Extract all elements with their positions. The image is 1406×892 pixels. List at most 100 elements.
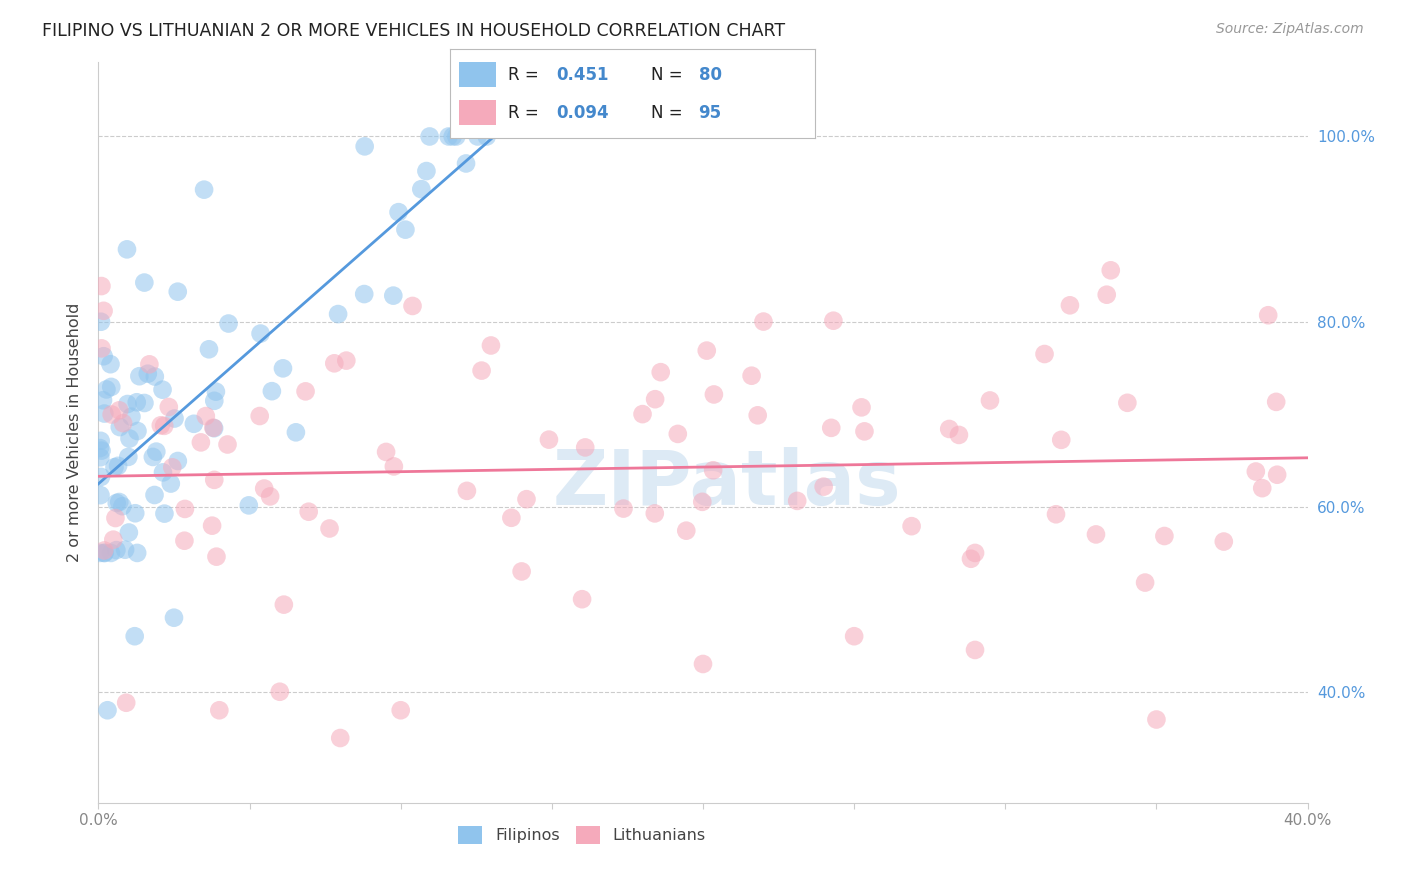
Point — [948, 428, 970, 442]
Point — [125, 395, 148, 409]
Point — [294, 384, 316, 399]
Point — [752, 315, 775, 329]
Point — [136, 367, 159, 381]
Point — [153, 507, 176, 521]
Point — [103, 533, 125, 547]
Point — [692, 657, 714, 671]
Point — [938, 422, 960, 436]
Point — [269, 685, 291, 699]
Point — [696, 343, 718, 358]
Point — [118, 525, 141, 540]
Point — [1085, 527, 1108, 541]
Point — [260, 384, 283, 399]
Y-axis label: 2 or more Vehicles in Household: 2 or more Vehicles in Household — [67, 303, 83, 562]
Point — [326, 307, 349, 321]
Point — [692, 495, 714, 509]
Point — [202, 420, 225, 434]
Point — [820, 421, 842, 435]
Point — [644, 392, 666, 407]
Point — [190, 435, 212, 450]
Point — [747, 409, 769, 423]
Point — [157, 400, 180, 414]
Point — [1095, 287, 1118, 301]
Point — [703, 387, 725, 401]
Point — [89, 450, 111, 465]
Point — [1251, 481, 1274, 495]
Point — [152, 383, 174, 397]
Point — [851, 401, 873, 415]
Point — [446, 129, 468, 144]
Point — [143, 488, 166, 502]
Point — [1133, 575, 1156, 590]
Point — [271, 361, 294, 376]
Point — [152, 466, 174, 480]
Point — [117, 397, 139, 411]
Point — [93, 546, 115, 560]
Text: 0.451: 0.451 — [555, 66, 609, 84]
Point — [183, 417, 205, 431]
Point — [142, 450, 165, 464]
Point — [786, 494, 808, 508]
Point — [166, 285, 188, 299]
Point — [574, 441, 596, 455]
Point — [394, 222, 416, 236]
Point — [93, 543, 115, 558]
Point — [174, 502, 197, 516]
Point — [91, 393, 114, 408]
Point — [329, 731, 352, 745]
Point — [202, 421, 225, 435]
Point — [100, 546, 122, 560]
Point — [108, 420, 131, 434]
Point — [118, 432, 141, 446]
Point — [93, 407, 115, 421]
Point — [631, 407, 654, 421]
Point — [90, 470, 112, 484]
Point — [108, 495, 131, 509]
Point — [127, 546, 149, 560]
Point — [108, 403, 131, 417]
Point — [103, 460, 125, 475]
Point — [93, 546, 115, 560]
Point — [454, 156, 477, 170]
Point — [90, 279, 112, 293]
Point — [163, 610, 186, 624]
Text: FILIPINO VS LITHUANIAN 2 OR MORE VEHICLES IN HOUSEHOLD CORRELATION CHART: FILIPINO VS LITHUANIAN 2 OR MORE VEHICLE… — [42, 22, 786, 40]
Point — [159, 476, 181, 491]
Point — [124, 629, 146, 643]
Point — [537, 433, 560, 447]
Point — [105, 496, 128, 510]
Point — [153, 418, 176, 433]
Text: 80: 80 — [699, 66, 721, 84]
Point — [134, 276, 156, 290]
Point — [612, 501, 634, 516]
Point — [145, 444, 167, 458]
Point — [382, 459, 405, 474]
Point — [104, 511, 127, 525]
Point — [644, 507, 666, 521]
Point — [515, 492, 537, 507]
Point — [93, 349, 115, 363]
Point — [675, 524, 697, 538]
Point — [456, 483, 478, 498]
Point — [259, 490, 281, 504]
Point — [93, 303, 115, 318]
Point — [965, 546, 987, 560]
Point — [114, 542, 136, 557]
Point — [238, 499, 260, 513]
Point — [1146, 713, 1168, 727]
Point — [100, 408, 122, 422]
Point — [702, 463, 724, 477]
Point — [107, 458, 129, 473]
Text: R =: R = — [509, 66, 544, 84]
Point — [900, 519, 922, 533]
Point — [115, 243, 138, 257]
Point — [90, 434, 112, 448]
Point — [218, 317, 240, 331]
Point — [117, 450, 139, 464]
Point — [90, 342, 112, 356]
Point — [202, 393, 225, 408]
Point — [353, 139, 375, 153]
Point — [96, 383, 118, 397]
Point — [963, 643, 986, 657]
Point — [401, 299, 423, 313]
